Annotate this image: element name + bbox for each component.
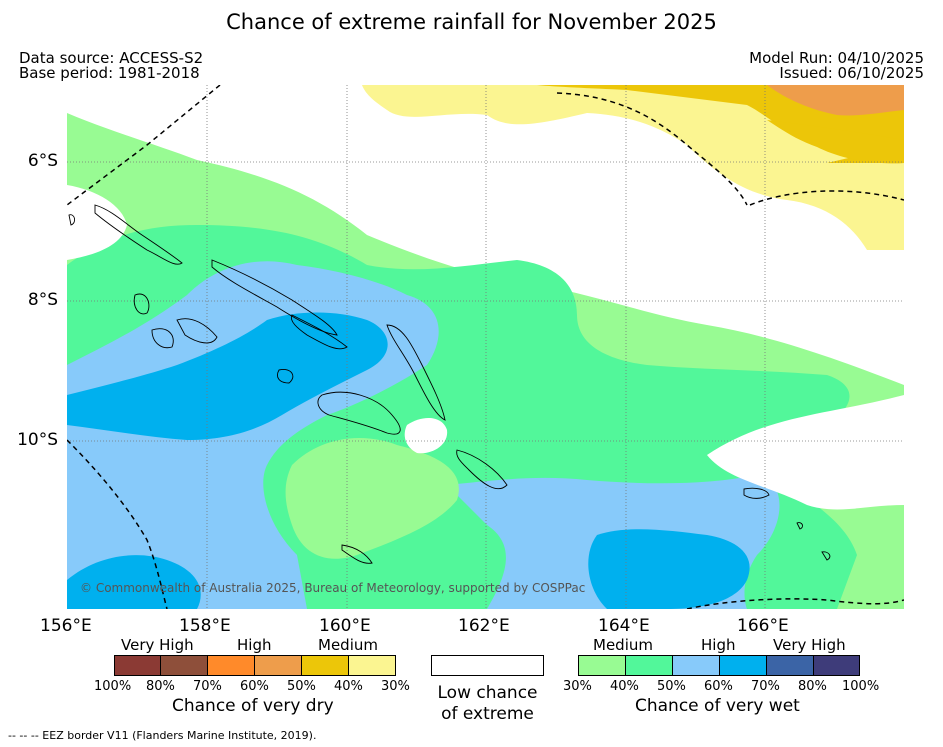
low-chance-line1: Low chance: [437, 683, 538, 703]
dry-tick: 50%: [287, 679, 316, 694]
lon-label: 166°E: [737, 616, 789, 636]
wet-swatch: [719, 655, 767, 676]
wet-60-region: [67, 312, 388, 440]
copyright-text: © Commonwealth of Australia 2025, Bureau…: [80, 581, 586, 595]
lat-label: 8°S: [27, 290, 58, 310]
low-chance-center: [404, 418, 448, 454]
eez-footnote: -- -- -- EEZ border V11 (Flanders Marine…: [8, 729, 317, 742]
low-chance-label: Low chance of extreme: [431, 683, 544, 725]
wet-tick: 30%: [563, 679, 592, 694]
dry-swatch: [207, 655, 255, 676]
dry-swatch: [348, 655, 396, 676]
lon-label: 160°E: [319, 616, 371, 636]
rainfall-map: © Commonwealth of Australia 2025, Bureau…: [67, 85, 904, 609]
wet-60-region-sw: [67, 555, 201, 609]
wet-tick: 100%: [842, 679, 880, 694]
wet-green-island: [285, 437, 459, 559]
wet-tick: 40%: [610, 679, 639, 694]
low-chance-line2: of extreme: [441, 704, 534, 724]
data-source-text: Data source: ACCESS-S2: [19, 49, 204, 67]
low-chance-swatch: [431, 655, 544, 676]
lon-label: 162°E: [458, 616, 510, 636]
wet-swatch: [672, 655, 720, 676]
dry-tick: 30%: [381, 679, 410, 694]
dry-tick: 80%: [146, 679, 175, 694]
wet-category-medium: Medium: [593, 636, 653, 654]
wet-swatch: [578, 655, 626, 676]
chart-title: Chance of extreme rainfall for November …: [226, 10, 717, 34]
dry-swatch: [254, 655, 302, 676]
dry-40-lower: [767, 120, 904, 164]
wet-category-high: High: [701, 636, 736, 654]
base-period-text: Base period: 1981-2018: [19, 64, 200, 82]
dry-swatch: [160, 655, 208, 676]
dry-category-high: High: [237, 636, 272, 654]
dry-tick: 100%: [94, 679, 132, 694]
wet-legend-title: Chance of very wet: [635, 696, 800, 716]
wet-swatch: [766, 655, 814, 676]
lon-label: 158°E: [179, 616, 231, 636]
wet-tick: 80%: [798, 679, 827, 694]
wet-swatch: [813, 655, 860, 676]
dry-swatch: [114, 655, 161, 676]
islands: [68, 204, 831, 564]
model-run-text: Model Run: 04/10/2025: [749, 49, 924, 67]
low-chance-west: [67, 185, 127, 260]
lon-label: 164°E: [598, 616, 650, 636]
dry-tick: 70%: [193, 679, 222, 694]
lat-label: 6°S: [27, 151, 58, 171]
lat-label: 10°S: [17, 430, 58, 450]
wet-tick: 50%: [657, 679, 686, 694]
eez-borders: [67, 85, 904, 609]
dry-legend-title: Chance of very dry: [172, 696, 334, 716]
wet-category-very-high: Very High: [773, 636, 846, 654]
wet-tick: 70%: [751, 679, 780, 694]
dry-tick: 40%: [334, 679, 363, 694]
wet-60-region-east: [588, 529, 750, 609]
dry-50-region: [767, 85, 904, 116]
wet-swatch: [625, 655, 673, 676]
dry-tick: 60%: [240, 679, 269, 694]
issued-text: Issued: 06/10/2025: [779, 64, 924, 82]
wet-tick: 60%: [704, 679, 733, 694]
dry-30-region: [362, 85, 904, 250]
low-chance-east: [707, 395, 904, 510]
dry-category-medium: Medium: [318, 636, 378, 654]
map-canvas: [67, 85, 904, 609]
dry-category-very-high: Very High: [121, 636, 194, 654]
dry-swatch: [301, 655, 349, 676]
lon-label: 156°E: [40, 616, 92, 636]
